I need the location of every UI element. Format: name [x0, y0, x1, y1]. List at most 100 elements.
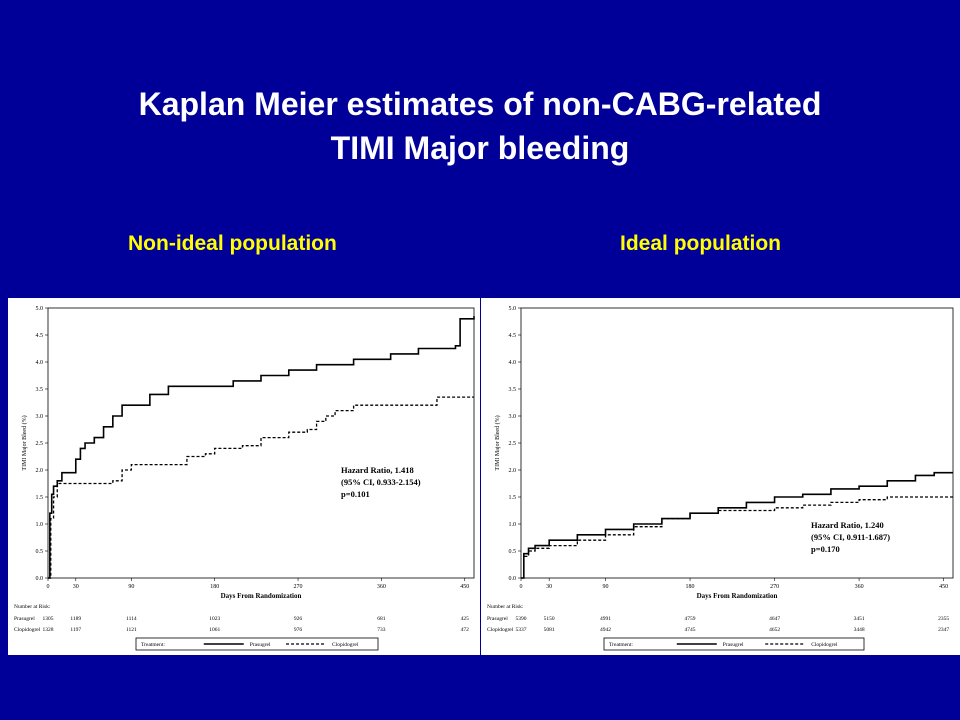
risk-row-label: Clopidogrel: [487, 627, 514, 633]
y-tick-label: 4.0: [509, 360, 517, 366]
risk-row-label: Clopidogrel: [14, 627, 41, 633]
x-tick-label: 450: [460, 584, 469, 590]
series-line-prasugrel: [48, 316, 475, 579]
y-tick-label: 0.0: [509, 576, 517, 582]
risk-value: 425: [461, 616, 470, 622]
risk-value: 926: [294, 616, 303, 622]
x-tick-label: 90: [128, 584, 134, 590]
risk-value: 3448: [854, 627, 865, 633]
x-tick-label: 450: [939, 584, 948, 590]
risk-value: 5150: [544, 616, 555, 622]
y-tick-label: 3.0: [36, 414, 44, 420]
risk-value: 733: [377, 627, 386, 633]
legend-title: Treatment:: [609, 642, 633, 648]
km-chart-ideal: 0.0 0.5 1.0 1.5 2.0 2.5 3.0 3.5 4.0 4.5 5.0 0 30 90 18…: [487, 306, 954, 651]
y-tick-label: 0.0: [36, 576, 44, 582]
hazard-ratio-annotation: (95% CI, 0.933-2.154): [341, 477, 421, 487]
hazard-ratio-annotation: p=0.170: [811, 544, 840, 554]
x-tick-label: 30: [73, 584, 79, 590]
slide-title: Kaplan Meier estimates of non-CABG-relat…: [0, 82, 960, 170]
y-tick-label: 4.5: [509, 333, 517, 339]
risk-value: 1189: [70, 616, 81, 622]
x-tick-label: 360: [855, 584, 864, 590]
x-tick-label: 270: [770, 584, 779, 590]
risk-row-label: Prasugrel: [14, 616, 35, 622]
risk-value: 681: [377, 616, 386, 622]
x-axis-label: Days From Randomization: [221, 592, 302, 600]
x-tick-label: 0: [520, 584, 523, 590]
legend-title: Treatment:: [141, 642, 165, 648]
hazard-ratio-annotation: Hazard Ratio, 1.418: [341, 465, 414, 475]
y-tick-label: 4.5: [36, 333, 44, 339]
risk-value: 472: [461, 627, 470, 633]
legend-entry-prasugrel: Prasugrel: [723, 642, 744, 648]
y-tick-label: 1.5: [36, 495, 44, 501]
risk-value: 4759: [685, 616, 696, 622]
y-tick-label: 5.0: [36, 306, 44, 312]
legend-entry-prasugrel: Prasugrel: [250, 642, 271, 648]
y-tick-label: 1.0: [509, 522, 517, 528]
number-at-risk-title: Number at Risk:: [487, 604, 524, 610]
y-axis-label: TIMI Major Bleed (%): [494, 415, 501, 470]
slide-title-line2: TIMI Major bleeding: [330, 130, 630, 166]
series-line-clopidogrel: [48, 396, 474, 579]
y-tick-label: 0.5: [509, 549, 517, 555]
risk-value: 976: [294, 627, 303, 633]
y-tick-label: 1.5: [509, 495, 517, 501]
series-line-clopidogrel: [521, 496, 953, 579]
risk-value: 5081: [544, 627, 555, 633]
legend-entry-clopidogrel: Clopidogrel: [332, 642, 359, 648]
hazard-ratio-annotation: Hazard Ratio, 1.240: [811, 520, 884, 530]
legend-entry-clopidogrel: Clopidogrel: [811, 642, 838, 648]
risk-value: 1023: [209, 616, 220, 622]
km-chart-non-ideal: 0.0 0.5 1.0 1.5 2.0 2.5 3.0 3.5 4.0 4.5 5.0 0 30 90 18…: [14, 306, 475, 651]
x-tick-label: 270: [294, 584, 303, 590]
risk-value: 4991: [600, 616, 611, 622]
x-tick-label: 0: [47, 584, 50, 590]
x-tick-label: 360: [377, 584, 386, 590]
x-axis-label: Days From Randomization: [697, 592, 778, 600]
y-tick-label: 2.0: [509, 468, 517, 474]
legend-box: [135, 637, 379, 651]
risk-value: 5390: [516, 616, 527, 622]
y-tick-label: 0.5: [36, 549, 44, 555]
risk-value: 3451: [854, 616, 865, 622]
panel-label-ideal: Ideal population: [620, 232, 781, 255]
risk-value: 2347: [938, 627, 949, 633]
risk-value: 4942: [600, 627, 611, 633]
y-tick-label: 3.5: [36, 387, 44, 393]
y-tick-label: 3.5: [509, 387, 517, 393]
hazard-ratio-annotation: p=0.101: [341, 489, 370, 499]
hazard-ratio-annotation: (95% CI, 0.911-1.687): [811, 532, 890, 542]
risk-value: 1121: [126, 627, 137, 633]
chart-panel-non-ideal: 0.0 0.5 1.0 1.5 2.0 2.5 3.0 3.5 4.0 4.5 5.0 0 30 90 18…: [8, 298, 480, 655]
panel-label-non-ideal: Non-ideal population: [128, 232, 337, 255]
risk-value: 4652: [769, 627, 780, 633]
y-tick-label: 1.0: [36, 522, 44, 528]
chart-panel-ideal: 0.0 0.5 1.0 1.5 2.0 2.5 3.0 3.5 4.0 4.5 5.0 0 30 90 18…: [481, 298, 960, 655]
risk-value: 1328: [43, 627, 54, 633]
x-tick-label: 30: [546, 584, 552, 590]
y-tick-label: 2.0: [36, 468, 44, 474]
y-axis-label: TIMI Major Bleed (%): [21, 415, 28, 470]
risk-value: 1061: [209, 627, 220, 633]
risk-row-label: Prasugrel: [487, 616, 508, 622]
y-tick-label: 4.0: [36, 360, 44, 366]
y-tick-label: 3.0: [509, 414, 517, 420]
slide-title-line1: Kaplan Meier estimates of non-CABG-relat…: [138, 86, 822, 122]
risk-value: 4745: [685, 627, 696, 633]
x-tick-label: 180: [210, 584, 219, 590]
number-at-risk-title: Number at Risk:: [14, 604, 51, 610]
risk-value: 5337: [516, 627, 527, 633]
y-tick-label: 5.0: [509, 306, 517, 312]
risk-value: 4647: [769, 616, 780, 622]
risk-value: 1305: [43, 616, 54, 622]
x-tick-label: 180: [686, 584, 695, 590]
legend-box: [603, 637, 865, 651]
risk-value: 1114: [126, 616, 137, 622]
x-tick-label: 90: [603, 584, 609, 590]
series-line-prasugrel: [521, 471, 953, 579]
y-tick-label: 2.5: [36, 441, 44, 447]
risk-value: 1197: [70, 627, 81, 633]
y-tick-label: 2.5: [509, 441, 517, 447]
